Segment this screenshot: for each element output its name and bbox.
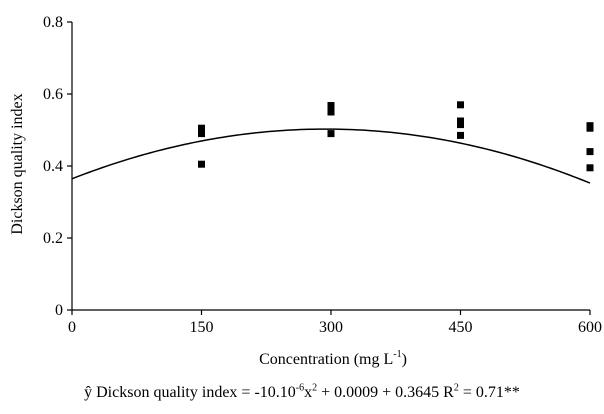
x-tick-label: 600 xyxy=(578,319,602,336)
data-point xyxy=(586,164,594,172)
y-tick-label: 0.2 xyxy=(43,230,63,247)
data-points xyxy=(198,101,594,172)
data-point xyxy=(457,131,464,139)
data-point xyxy=(198,130,205,138)
data-point xyxy=(457,117,464,125)
x-tick-label: 300 xyxy=(319,319,343,336)
x-tick-label: 150 xyxy=(190,319,214,336)
fit-curve-layer xyxy=(71,128,591,184)
data-point xyxy=(327,130,335,138)
data-point xyxy=(198,124,205,132)
data-point xyxy=(457,121,464,129)
data-point xyxy=(586,148,594,156)
data-point xyxy=(457,101,464,109)
data-point xyxy=(327,104,335,112)
fit-curve xyxy=(71,128,591,184)
y-tick-label: 0.6 xyxy=(43,86,63,103)
x-tick-label: 450 xyxy=(449,319,473,336)
y-axis-label: Dickson quality index xyxy=(9,93,26,234)
axis-ticks: 0 0.2 0.4 0.6 0.8 0 150 300 450 600 xyxy=(43,14,602,336)
axes xyxy=(71,22,590,311)
y-tick-label: 0.4 xyxy=(43,158,63,175)
data-point xyxy=(327,108,335,116)
y-tick-label: 0.8 xyxy=(43,14,63,31)
data-point xyxy=(586,124,594,132)
data-point xyxy=(198,160,205,168)
x-axis-label: Concentration (mg L-1) xyxy=(259,349,407,368)
x-tick-label: 0 xyxy=(68,319,76,336)
regression-equation: ŷ Dickson quality index = -10.10-6x2 + 0… xyxy=(84,382,520,401)
y-tick-label: 0 xyxy=(55,302,63,319)
